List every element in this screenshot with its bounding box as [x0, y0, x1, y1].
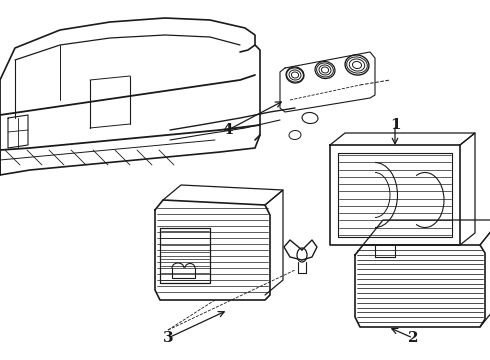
Text: 4: 4	[222, 123, 233, 137]
Text: 2: 2	[408, 331, 418, 345]
Text: 3: 3	[163, 331, 173, 345]
Text: 1: 1	[390, 118, 400, 132]
